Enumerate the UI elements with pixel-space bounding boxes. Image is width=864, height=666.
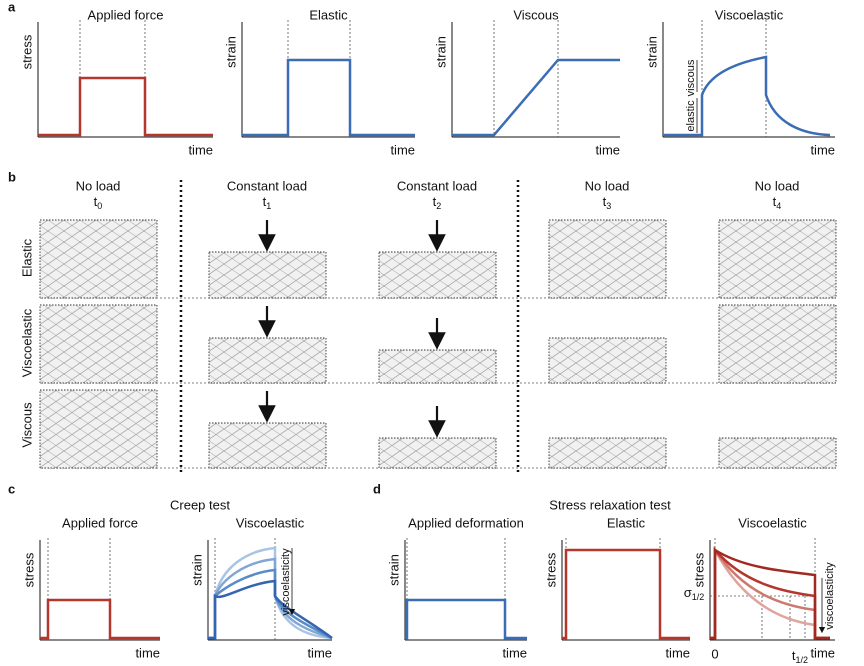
x-axis-label: time (665, 645, 690, 660)
material-block (378, 349, 497, 384)
curve (452, 58, 620, 137)
thalf-label: t1/2 (792, 648, 808, 665)
row-label: Elastic (19, 238, 34, 277)
y-axis-label: stress (21, 552, 36, 587)
annotation: elastic (685, 100, 697, 132)
x-axis-label: time (810, 645, 835, 660)
column-time-sub: 0 (97, 201, 102, 211)
curve (405, 598, 527, 640)
plot-title: Viscoelastic (738, 515, 807, 530)
y-axis-label: stress (19, 34, 34, 69)
material-block (208, 422, 327, 469)
curve (208, 579, 333, 640)
sigma-label: σ1/2 (684, 585, 705, 602)
sigma-label-base: σ (684, 585, 692, 600)
curve (208, 546, 333, 640)
y-axis-label: strain (386, 554, 401, 586)
annotation: viscoelasticity (280, 548, 292, 616)
column-title: No load (755, 178, 800, 193)
curve (562, 548, 690, 640)
plot-title: Applied deformation (408, 515, 524, 530)
x-axis-label: time (595, 142, 620, 157)
column-time: t4 (773, 194, 782, 211)
curve (38, 76, 213, 137)
plot-title: Viscous (513, 7, 559, 22)
column-time-sub: 2 (436, 201, 441, 211)
curve (663, 55, 831, 137)
curve (208, 557, 333, 640)
annotation: viscoelasticity (824, 562, 836, 630)
material-block (548, 337, 667, 384)
y-axis-label: strain (644, 36, 659, 68)
thalf-label-sub: 1/2 (796, 655, 809, 665)
material-block (208, 337, 327, 384)
column-time-sub: 1 (266, 201, 271, 211)
y-axis-label: stress (691, 552, 706, 587)
column-time-sub: 3 (606, 201, 611, 211)
material-block (378, 437, 497, 469)
section-title: Stress relaxation test (549, 497, 671, 512)
material-block (39, 304, 158, 384)
column-time: t2 (433, 194, 442, 211)
column-title: Constant load (397, 178, 477, 193)
curve (710, 547, 830, 640)
material-block (548, 437, 667, 469)
y-axis-label: stress (543, 552, 558, 587)
curve (208, 568, 333, 640)
material-block (208, 251, 327, 299)
x-axis-label: time (188, 142, 213, 157)
column-title: No load (585, 178, 630, 193)
material-block (378, 251, 497, 299)
x-axis-label: time (390, 142, 415, 157)
x-axis-label: time (810, 142, 835, 157)
material-block (718, 437, 837, 469)
column-time-base: t (603, 194, 607, 209)
panel-label: c (8, 481, 15, 496)
y-axis-label: strain (223, 36, 238, 68)
curve (242, 58, 415, 137)
plot-title: Elastic (309, 7, 348, 22)
column-title: No load (76, 178, 121, 193)
column-time: t0 (94, 194, 103, 211)
column-title: Constant load (227, 178, 307, 193)
thalf-label-base: t (792, 648, 796, 663)
column-time-base: t (263, 194, 267, 209)
column-time-base: t (94, 194, 98, 209)
column-time-sub: 4 (776, 201, 781, 211)
plot-title: Viscoelastic (236, 515, 305, 530)
y-axis-label: strain (433, 36, 448, 68)
annotation: viscous (685, 59, 697, 96)
row-label: Viscous (19, 402, 34, 448)
column-time: t3 (603, 194, 612, 211)
material-block (718, 304, 837, 384)
material-block (39, 389, 158, 469)
y-axis-label: strain (189, 554, 204, 586)
panel-label: a (8, 0, 16, 14)
row-label: Viscoelastic (19, 308, 34, 377)
x-axis-label: time (307, 645, 332, 660)
panel-label: d (373, 481, 381, 496)
origin-label: 0 (711, 646, 718, 661)
x-axis-label: time (135, 645, 160, 660)
section-title: Creep test (170, 497, 230, 512)
panel-label: b (8, 169, 16, 184)
x-axis-label: time (502, 645, 527, 660)
column-time: t1 (263, 194, 272, 211)
material-block (718, 219, 837, 299)
material-block (39, 219, 158, 299)
plot-title: Elastic (607, 515, 646, 530)
column-time-base: t (773, 194, 777, 209)
sigma-label-sub: 1/2 (692, 592, 705, 602)
curve (40, 598, 160, 640)
plot-title: Viscoelastic (715, 7, 784, 22)
column-time-base: t (433, 194, 437, 209)
plot-title: Applied force (62, 515, 138, 530)
plot-title: Applied force (88, 7, 164, 22)
material-block (548, 219, 667, 299)
